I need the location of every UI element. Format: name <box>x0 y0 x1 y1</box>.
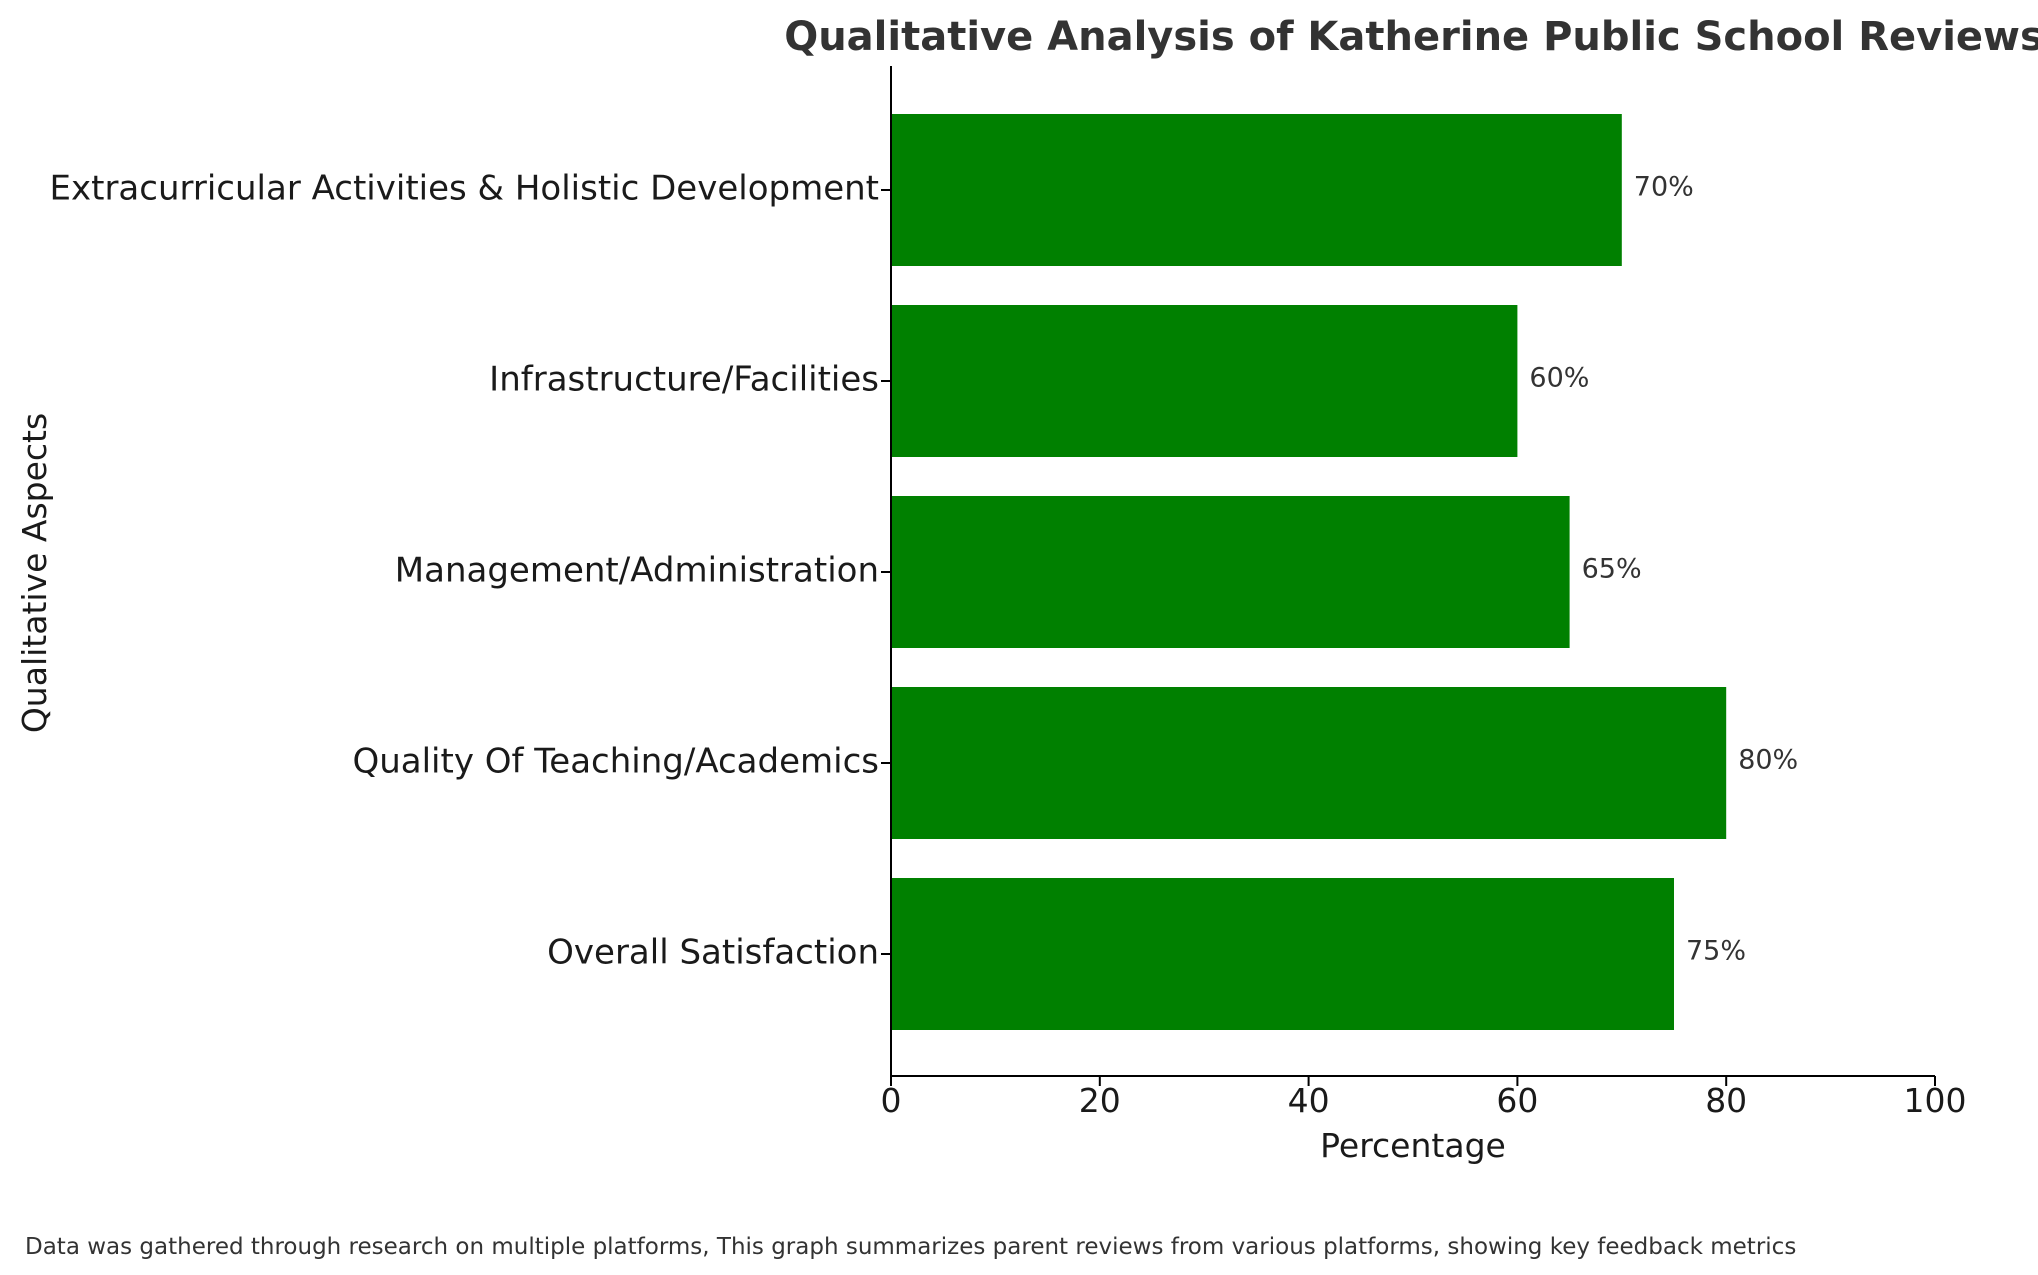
bar-value-label: 70% <box>1634 172 1694 203</box>
x-tick-label: 0 <box>881 1081 902 1120</box>
y-categories-layer: Overall Satisfaction Quality Of Teaching/… <box>50 169 891 973</box>
bar <box>891 305 1518 457</box>
bar <box>891 496 1570 648</box>
x-tick-label: 80 <box>1705 1081 1747 1120</box>
bar <box>891 878 1674 1030</box>
y-category-label: Overall Satisfaction <box>547 933 879 973</box>
chart-title: Qualitative Analysis of Katherine Public… <box>784 14 2038 60</box>
y-category-label: Extracurricular Activities & Holistic De… <box>50 169 879 209</box>
x-tick-label: 20 <box>1079 1081 1121 1120</box>
x-tick-label: 40 <box>1288 1081 1330 1120</box>
bar-value-label: 65% <box>1582 554 1642 585</box>
bar <box>891 687 1727 839</box>
bar-value-label: 80% <box>1738 745 1798 776</box>
x-ticks-layer: 0 20 40 60 80 100 <box>881 1076 1967 1120</box>
y-category-label: Infrastructure/Facilities <box>489 360 879 400</box>
x-tick-label: 100 <box>1904 1081 1967 1120</box>
y-category-label: Quality Of Teaching/Academics <box>352 742 879 782</box>
y-category-label: Management/Administration <box>395 551 879 591</box>
bar-value-label: 75% <box>1686 936 1746 967</box>
x-axis-title: Percentage <box>1320 1126 1506 1165</box>
bars-layer: 75% 80% 65% 60% 70% <box>891 114 1798 1030</box>
bar-value-label: 60% <box>1529 363 1589 394</box>
y-axis-title: Qualitative Aspects <box>15 413 54 733</box>
x-tick-label: 60 <box>1496 1081 1538 1120</box>
footnote: Data was gathered through research on mu… <box>25 1234 1796 1260</box>
bar <box>891 114 1622 266</box>
